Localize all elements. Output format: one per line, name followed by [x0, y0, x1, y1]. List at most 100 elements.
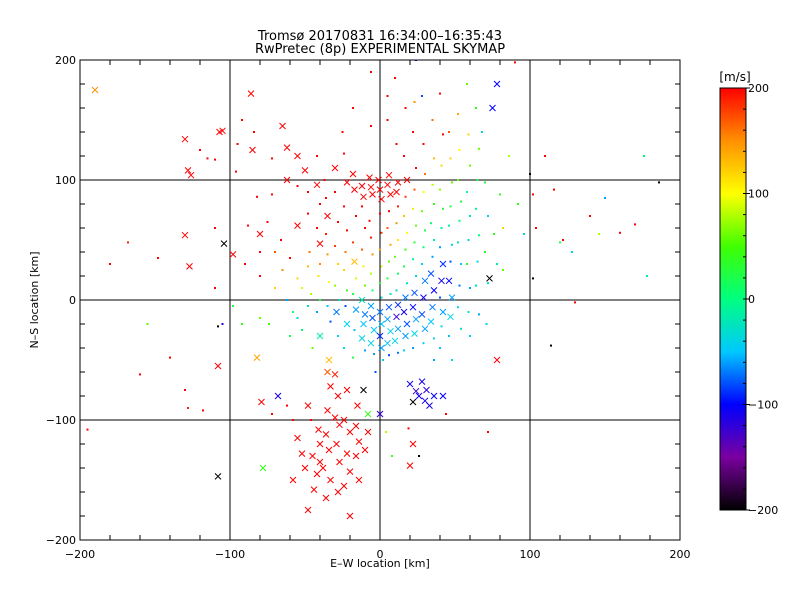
data-point-dot — [589, 215, 591, 217]
data-point-cross — [384, 181, 391, 189]
data-point-cross — [310, 486, 318, 493]
data-point-dot — [187, 407, 189, 409]
data-point-dot — [337, 335, 339, 337]
data-point-dot — [449, 260, 452, 263]
data-point-dot — [442, 207, 444, 210]
data-point-cross — [279, 122, 286, 130]
data-point-dot — [412, 347, 414, 349]
data-point-dot — [449, 157, 452, 160]
data-point-dot — [286, 299, 288, 301]
data-point-cross — [358, 335, 366, 342]
data-point-dot — [296, 317, 299, 319]
data-point-cross — [439, 392, 447, 400]
data-point-dot — [271, 413, 273, 415]
data-point-dot — [169, 356, 171, 359]
colorbar-tick-label: 0 — [748, 293, 755, 306]
data-point-cross — [394, 325, 402, 333]
data-point-dot — [286, 404, 288, 407]
data-point-dot — [532, 277, 534, 280]
data-point-cross — [412, 315, 420, 323]
data-point-cross — [184, 167, 192, 174]
data-point-cross — [360, 386, 367, 394]
data-point-dot — [280, 239, 282, 241]
data-point-dot — [289, 257, 291, 259]
data-point-cross — [247, 90, 255, 97]
data-point-dot — [281, 269, 284, 271]
data-point-cross — [493, 356, 501, 364]
data-point-dot — [268, 323, 270, 325]
data-point-dot — [574, 301, 576, 304]
data-point-dot — [397, 239, 399, 241]
data-point-cross — [219, 127, 226, 135]
data-point-dot — [389, 243, 392, 246]
data-point-cross — [387, 327, 394, 335]
data-point-dot — [460, 263, 462, 265]
data-point-dot — [422, 143, 425, 145]
data-point-dot — [487, 282, 489, 285]
data-point-dot — [406, 231, 408, 234]
y-axis-label: N–S location [km] — [28, 251, 41, 348]
data-point-cross — [430, 392, 438, 400]
data-point-cross — [486, 275, 493, 282]
data-point-dot — [146, 323, 149, 325]
data-point-dot — [334, 284, 336, 287]
data-point-cross — [187, 171, 195, 179]
data-point-cross — [186, 263, 193, 270]
data-point-dot — [292, 419, 294, 421]
data-point-cross — [411, 289, 418, 297]
data-point-cross — [331, 164, 339, 172]
data-point-dot — [296, 185, 299, 187]
data-point-dot — [502, 269, 504, 271]
data-point-cross — [418, 378, 426, 385]
data-point-dot — [307, 191, 309, 193]
data-point-dot — [370, 272, 372, 275]
scatter-points — [86, 60, 660, 520]
data-point-cross — [294, 434, 301, 442]
data-point-cross — [369, 191, 376, 198]
data-point-cross — [316, 440, 324, 448]
data-point-dot — [328, 281, 330, 283]
data-point-cross — [214, 362, 222, 370]
data-point-cross — [355, 476, 363, 484]
data-point-dot — [395, 289, 398, 292]
data-point-dot — [415, 167, 417, 169]
data-point-cross — [439, 308, 447, 316]
data-point-cross — [415, 392, 423, 400]
x-tick-label: −200 — [65, 548, 95, 561]
data-point-dot — [253, 131, 255, 133]
data-point-dot — [553, 188, 555, 191]
data-point-cross — [214, 473, 222, 480]
data-point-dot — [379, 212, 381, 215]
data-point-dot — [214, 158, 216, 161]
data-point-dot — [346, 229, 348, 232]
data-point-dot — [535, 227, 537, 229]
data-point-dot — [469, 335, 471, 337]
data-point-cross — [322, 431, 330, 438]
x-axis-label: E–W location [km] — [330, 557, 430, 570]
data-point-dot — [307, 265, 309, 268]
data-point-cross — [334, 392, 342, 400]
data-point-cross — [325, 356, 333, 364]
data-point-dot — [317, 275, 320, 277]
data-point-dot — [430, 222, 432, 225]
data-point-cross — [447, 313, 454, 321]
data-point-dot — [439, 246, 441, 249]
data-point-dot — [404, 195, 407, 198]
data-point-cross — [364, 428, 372, 436]
data-point-dot — [370, 71, 372, 73]
y-tick-label: 100 — [55, 174, 76, 187]
colorbar-tick-label: 200 — [748, 82, 769, 95]
data-point-dot — [413, 241, 416, 244]
data-point-cross — [393, 313, 400, 321]
data-point-dot — [256, 195, 258, 198]
data-point-dot — [139, 373, 141, 376]
data-point-dot — [199, 149, 201, 151]
data-point-cross — [352, 452, 360, 460]
data-point-dot — [235, 170, 237, 173]
data-point-cross — [403, 176, 411, 184]
data-point-dot — [440, 325, 443, 328]
data-point-dot — [337, 221, 339, 223]
data-point-dot — [301, 329, 303, 331]
data-point-cross — [331, 371, 339, 378]
data-point-dot — [475, 284, 477, 287]
